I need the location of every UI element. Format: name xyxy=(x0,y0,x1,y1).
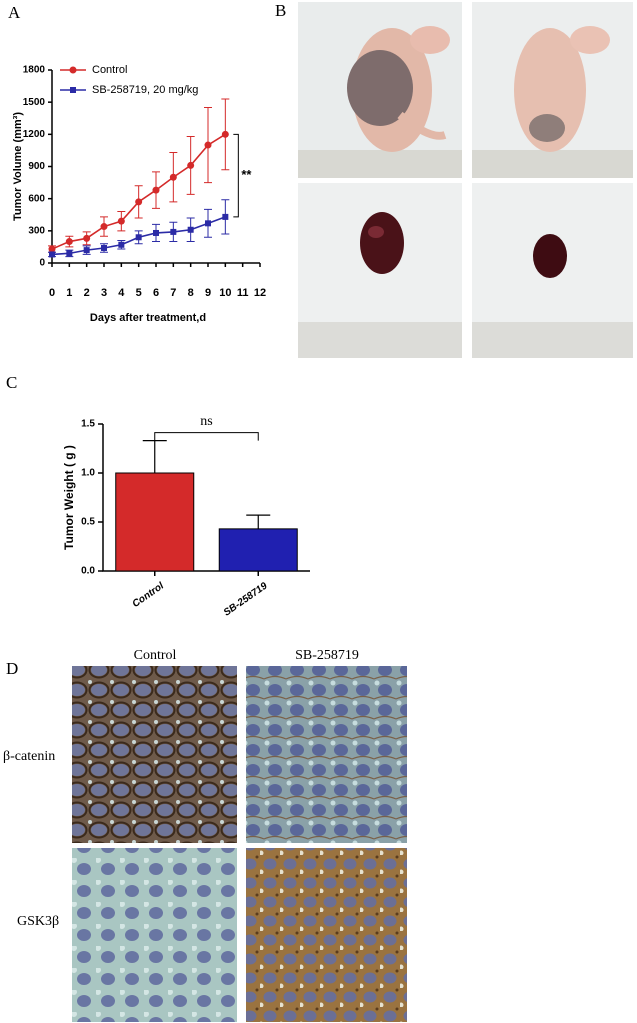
marker xyxy=(135,198,143,206)
tumor-photo xyxy=(298,183,462,358)
marker xyxy=(117,217,125,225)
x-tick-label: 12 xyxy=(254,287,266,299)
x-tick-label: SB-258719 xyxy=(222,580,270,618)
marker xyxy=(118,241,125,248)
y-tick-label: 1200 xyxy=(23,129,46,140)
y-axis-label: Tumor Weight ( g ) xyxy=(62,445,76,550)
x-tick-label: Control xyxy=(131,580,167,610)
row-label: GSK3β xyxy=(17,914,59,929)
x-tick-label: 10 xyxy=(219,287,231,299)
y-tick-label: 1.0 xyxy=(81,468,95,479)
histology-image xyxy=(72,666,237,843)
marker xyxy=(169,173,177,181)
legend-label: SB-258719, 20 mg/kg xyxy=(92,84,198,96)
marker xyxy=(100,223,108,231)
panel-label: A xyxy=(8,3,21,22)
legend-marker xyxy=(70,87,76,93)
error-bar xyxy=(246,514,271,529)
marker xyxy=(66,250,73,257)
x-tick-label: 8 xyxy=(188,287,194,299)
marker xyxy=(222,213,229,220)
significance-bracket xyxy=(154,432,259,441)
y-tick-label: 1800 xyxy=(23,65,46,76)
mouse-photo xyxy=(472,2,633,178)
y-tick-label: 300 xyxy=(28,225,45,236)
column-label: SB-258719 xyxy=(295,648,359,663)
y-tick-label: 0.0 xyxy=(81,566,95,577)
marker xyxy=(205,220,211,227)
marker xyxy=(101,244,107,251)
mouse-photo xyxy=(298,2,462,178)
marker xyxy=(170,228,177,235)
panel-label: D xyxy=(6,659,18,678)
marker xyxy=(221,130,229,138)
x-tick-label: 7 xyxy=(170,287,176,299)
histology-image xyxy=(246,666,407,843)
histology-image xyxy=(246,848,407,1022)
significance-bracket xyxy=(233,133,239,218)
tumor-photo xyxy=(472,183,633,358)
marker xyxy=(83,234,91,242)
marker xyxy=(65,238,73,246)
marker xyxy=(135,234,142,241)
marker xyxy=(152,186,160,194)
y-tick-label: 1500 xyxy=(23,97,46,108)
panel-label: C xyxy=(6,373,17,392)
y-axis-label: Tumor Volume (mm³) xyxy=(12,112,24,221)
row-label: β-catenin xyxy=(3,749,55,764)
x-tick-label: 1 xyxy=(66,287,72,299)
y-tick-label: 0.5 xyxy=(81,517,95,528)
marker xyxy=(187,226,194,233)
panel-label: B xyxy=(275,1,286,20)
x-tick-label: 4 xyxy=(118,287,125,299)
x-tick-label: 5 xyxy=(136,287,142,299)
y-tick-label: 600 xyxy=(28,193,45,204)
column-label: Control xyxy=(134,648,177,663)
annotation: ns xyxy=(200,414,212,429)
marker xyxy=(204,141,212,149)
annotation: ** xyxy=(241,167,252,182)
legend-label: Control xyxy=(92,64,127,76)
x-tick-label: 6 xyxy=(153,287,159,299)
y-tick-label: 0 xyxy=(39,258,45,269)
marker xyxy=(187,161,195,169)
y-tick-label: 900 xyxy=(28,161,45,172)
bar xyxy=(115,472,195,572)
marker xyxy=(153,229,159,236)
histology-image xyxy=(72,848,237,1022)
marker xyxy=(48,245,56,253)
x-axis-label: Days after treatment,d xyxy=(90,312,206,324)
bar xyxy=(218,528,298,572)
x-tick-label: 11 xyxy=(237,287,249,299)
x-tick-label: 2 xyxy=(84,287,90,299)
marker xyxy=(83,247,90,254)
x-tick-label: 0 xyxy=(49,287,55,299)
x-tick-label: 3 xyxy=(101,287,107,299)
y-tick-label: 1.5 xyxy=(81,419,95,430)
marker xyxy=(49,251,55,258)
error-bar xyxy=(142,440,167,473)
legend-marker xyxy=(69,66,77,74)
x-tick-label: 9 xyxy=(205,287,211,299)
